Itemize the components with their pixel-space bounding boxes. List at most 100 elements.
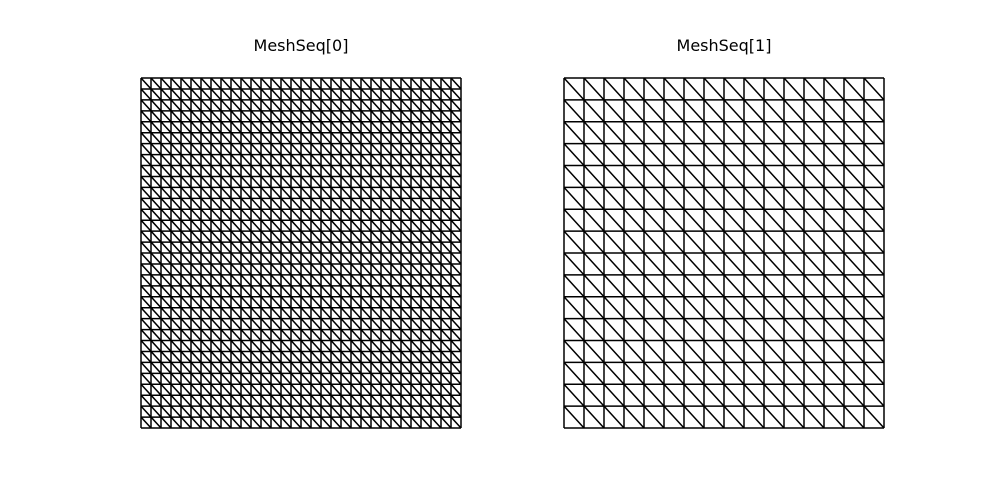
mesh-diagonal-edge — [370, 318, 382, 331]
mesh-diagonal-edge — [320, 230, 332, 243]
mesh-diagonal-edge — [350, 318, 362, 331]
mesh-diagonal-edge — [190, 252, 202, 265]
mesh-diagonal-edge — [230, 416, 242, 429]
mesh-diagonal-edge — [743, 99, 765, 123]
mesh-diagonal-edge — [430, 77, 442, 90]
mesh-diagonal-edge — [783, 252, 805, 276]
mesh-diagonal-edge — [843, 296, 865, 320]
mesh-diagonal-edge — [220, 99, 232, 112]
mesh-diagonal-edge — [390, 361, 402, 374]
mesh-diagonal-edge — [190, 405, 202, 418]
mesh-diagonal-edge — [190, 339, 202, 352]
mesh-diagonal-edge — [160, 263, 172, 276]
mesh-diagonal-edge — [290, 143, 302, 156]
mesh-diagonal-edge — [230, 186, 242, 199]
mesh-diagonal-edge — [410, 230, 422, 243]
mesh-diagonal-edge — [380, 154, 392, 167]
mesh-diagonal-edge — [703, 252, 725, 276]
mesh-diagonal-edge — [803, 77, 825, 101]
mesh-diagonal-edge — [190, 208, 202, 221]
mesh-diagonal-edge — [200, 88, 212, 101]
mesh-diagonal-edge — [380, 263, 392, 276]
mesh-diagonal-edge — [260, 252, 272, 265]
mesh-diagonal-edge — [310, 219, 322, 232]
mesh-diagonal-edge — [230, 329, 242, 342]
mesh-diagonal-edge — [400, 383, 412, 396]
mesh-diagonal-edge — [703, 361, 725, 385]
mesh-diagonal-edge — [583, 252, 605, 276]
mesh-diagonal-edge — [390, 307, 402, 320]
mesh-diagonal-edge — [220, 186, 232, 199]
mesh-diagonal-edge — [683, 208, 705, 232]
mesh-diagonal-edge — [370, 230, 382, 243]
mesh-diagonal-edge — [390, 285, 402, 298]
mesh-diagonal-edge — [180, 154, 192, 167]
mesh-diagonal-edge — [370, 143, 382, 156]
mesh-diagonal-edge — [330, 274, 342, 287]
mesh-diagonal-edge — [723, 186, 745, 210]
mesh-diagonal-edge — [623, 186, 645, 210]
mesh-diagonal-edge — [360, 263, 372, 276]
mesh-diagonal-edge — [410, 405, 422, 418]
mesh-diagonal-edge — [160, 154, 172, 167]
mesh-diagonal-edge — [200, 372, 212, 385]
mesh-diagonal-edge — [240, 394, 252, 407]
mesh-diagonal-edge — [240, 241, 252, 254]
mesh-diagonal-edge — [350, 285, 362, 298]
mesh-diagonal-edge — [723, 208, 745, 232]
mesh-diagonal-edge — [200, 154, 212, 167]
mesh-diagonal-edge — [140, 186, 152, 199]
mesh-diagonal-edge — [410, 361, 422, 374]
mesh-diagonal-edge — [390, 416, 402, 429]
mesh-diagonal-edge — [300, 416, 312, 429]
mesh-diagonal-edge — [250, 296, 262, 309]
mesh-diagonal-edge — [170, 208, 182, 221]
mesh-diagonal-edge — [160, 285, 172, 298]
mesh-diagonal-edge — [643, 383, 665, 407]
mesh-diagonal-edge — [863, 164, 885, 188]
mesh-diagonal-edge — [823, 121, 845, 145]
mesh-diagonal-edge — [643, 77, 665, 101]
mesh-diagonal-edge — [843, 121, 865, 145]
mesh-diagonal-edge — [380, 372, 392, 385]
mesh-diagonal-edge — [350, 241, 362, 254]
mesh-diagonal-edge — [310, 274, 322, 287]
mesh-diagonal-edge — [140, 307, 152, 320]
mesh-diagonal-edge — [280, 285, 292, 298]
mesh-diagonal-edge — [683, 143, 705, 167]
mesh-diagonal-edge — [260, 197, 272, 210]
mesh-diagonal-edge — [330, 394, 342, 407]
mesh-diagonal-edge — [340, 350, 352, 363]
mesh-diagonal-edge — [220, 372, 232, 385]
mesh-diagonal-edge — [663, 208, 685, 232]
mesh-diagonal-edge — [783, 143, 805, 167]
mesh-diagonal-edge — [763, 339, 785, 363]
mesh-diagonal-edge — [390, 274, 402, 287]
mesh-diagonal-edge — [190, 175, 202, 188]
mesh-diagonal-edge — [220, 252, 232, 265]
mesh-diagonal-edge — [140, 208, 152, 221]
mesh-diagonal-edge — [563, 230, 585, 254]
mesh-diagonal-edge — [450, 296, 462, 309]
mesh-diagonal-edge — [260, 88, 272, 101]
mesh-diagonal-edge — [150, 175, 162, 188]
mesh-diagonal-edge — [380, 99, 392, 112]
mesh-diagonal-edge — [360, 110, 372, 123]
mesh-diagonal-edge — [583, 121, 605, 145]
mesh-diagonal-edge — [430, 219, 442, 232]
mesh-diagonal-edge — [823, 361, 845, 385]
mesh-diagonal-edge — [280, 175, 292, 188]
mesh-diagonal-edge — [723, 405, 745, 429]
mesh-diagonal-edge — [420, 252, 432, 265]
mesh-diagonal-edge — [370, 88, 382, 101]
mesh-diagonal-edge — [280, 77, 292, 90]
mesh-diagonal-edge — [200, 164, 212, 177]
mesh-diagonal-edge — [803, 164, 825, 188]
mesh-diagonal-edge — [310, 77, 322, 90]
mesh-diagonal-edge — [320, 307, 332, 320]
mesh-diagonal-edge — [220, 154, 232, 167]
mesh-diagonal-edge — [430, 110, 442, 123]
mesh-diagonal-edge — [843, 383, 865, 407]
mesh-diagonal-edge — [563, 405, 585, 429]
mesh-diagonal-edge — [210, 164, 222, 177]
